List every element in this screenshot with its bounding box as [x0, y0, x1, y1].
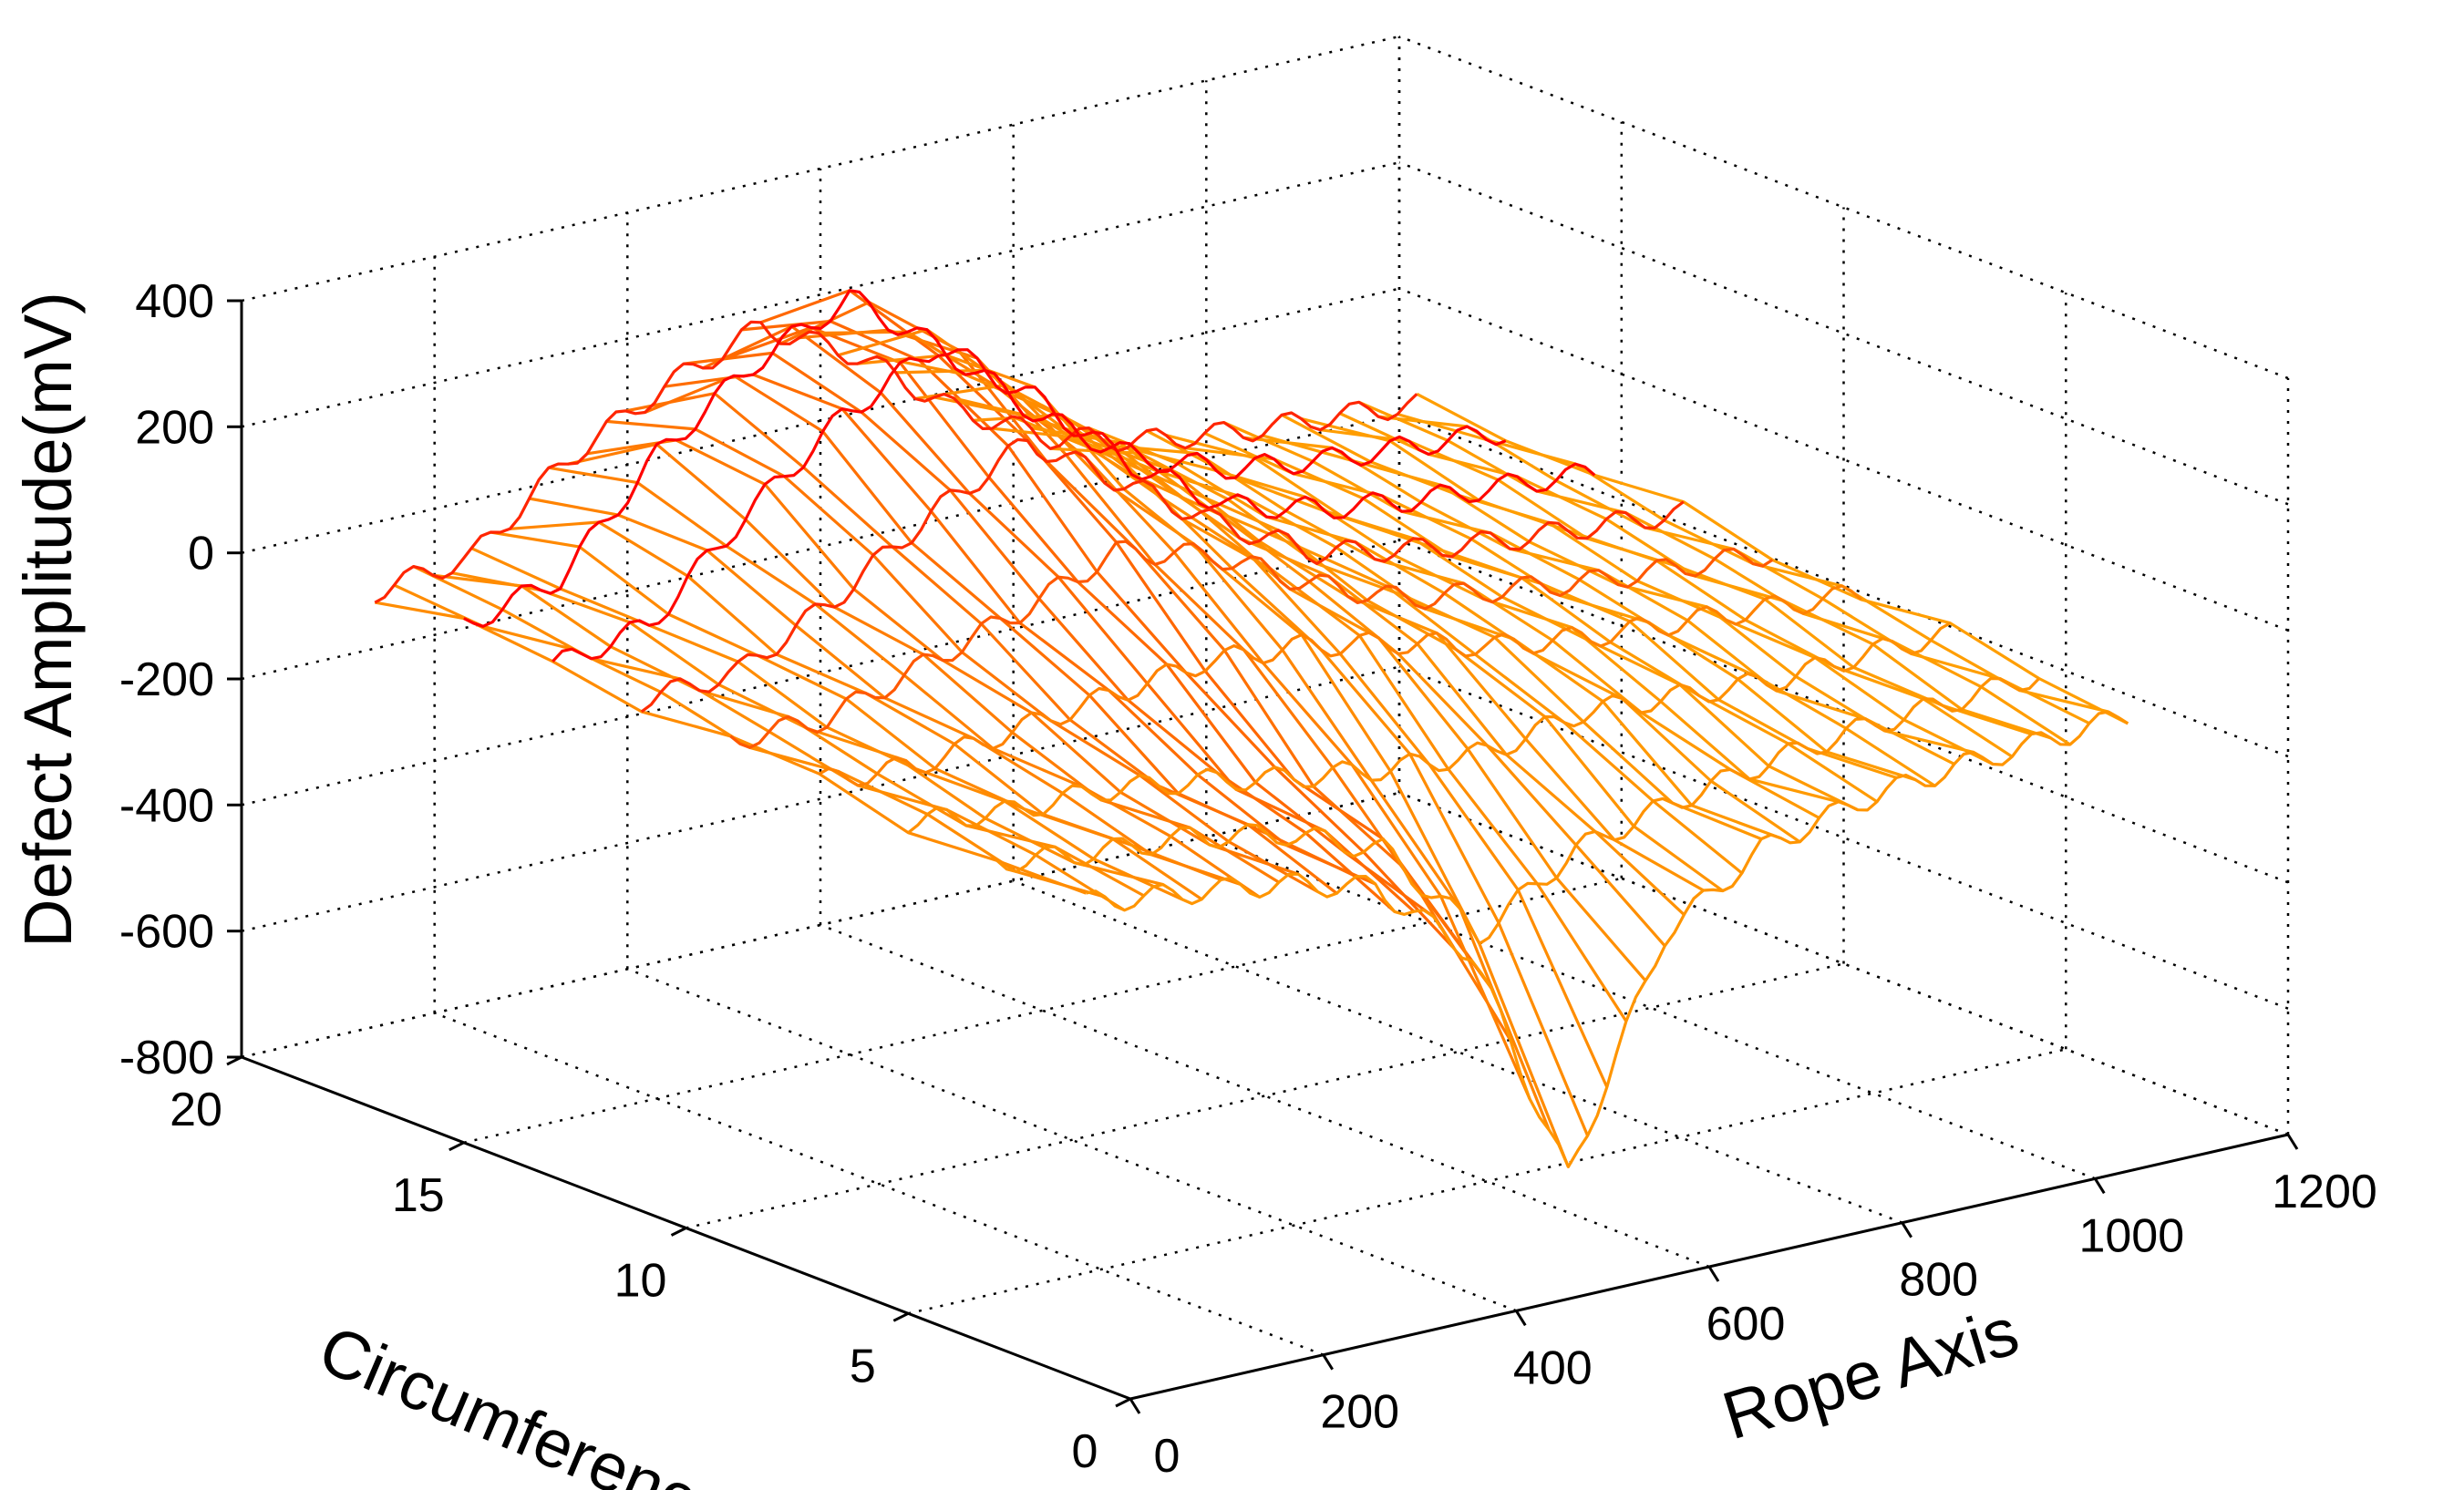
z-axis-label: Defect Amplitude(mV)	[10, 292, 86, 948]
z-tick-label: -600	[119, 906, 214, 959]
back-wall-grid-line	[241, 287, 1400, 554]
surface-cross-line	[1416, 392, 2129, 725]
y-tick-label: 0	[1072, 1425, 1098, 1478]
x-tick-mark	[1322, 1353, 1334, 1371]
floor-grid-line	[908, 1048, 2067, 1315]
surface-series-line	[1085, 710, 2129, 1169]
surface-series-line	[374, 320, 1418, 604]
z-tick-label: -800	[119, 1032, 214, 1084]
x-tick-mark	[1901, 1221, 1912, 1238]
back-wall-grid-line	[241, 791, 1400, 1059]
surface-cross-line	[490, 530, 1203, 901]
surface-cross-line	[1030, 426, 1743, 875]
surface-cross-line	[375, 601, 1087, 895]
floor-grid-line	[820, 923, 1710, 1269]
x-tick-mark	[2094, 1177, 2106, 1195]
x-tick-label: 200	[1320, 1386, 1399, 1439]
grid-lines	[240, 35, 2290, 1401]
side-wall-grid-line	[1398, 665, 2289, 1010]
surface-cross-line	[529, 497, 1242, 886]
z-tick-label: -400	[119, 779, 214, 832]
x-tick-label: 600	[1706, 1298, 1786, 1351]
surface-cross-line	[432, 573, 1145, 898]
x-tick-label: 1200	[2272, 1166, 2377, 1218]
tick-labels: 0 200 400 600 800 1000 1200 0 5 10 15 20 400 200 0 -200…	[119, 275, 2377, 1483]
back-wall-grid-line	[241, 35, 1400, 303]
surface-series-line	[819, 584, 1862, 787]
x-tick-mark	[1707, 1266, 1720, 1282]
x-tick-label: 800	[1899, 1254, 1978, 1307]
y-tick-mark	[670, 1227, 687, 1237]
back-wall-grid-line	[241, 161, 1400, 428]
surface-cross-line	[1222, 421, 1936, 787]
floor-grid-line	[1205, 836, 2096, 1180]
surface-series-line	[640, 437, 1685, 714]
surface-series-line	[907, 622, 1952, 834]
z-tick-label: 200	[135, 401, 214, 454]
x-tick-mark	[2286, 1134, 2299, 1150]
y-tick-mark	[892, 1311, 909, 1322]
y-tick-label: 20	[170, 1084, 222, 1136]
y-tick-label: 10	[614, 1255, 667, 1308]
back-wall-grid-line	[241, 539, 1400, 807]
z-tick-label: -200	[119, 653, 214, 706]
surface-series-line	[729, 539, 1774, 749]
z-tick-label: 0	[188, 528, 214, 581]
floor-grid-line	[686, 962, 1844, 1229]
x-tick-label: 0	[1154, 1430, 1180, 1483]
surface-cross-line	[644, 374, 1357, 879]
surface-mesh	[374, 289, 2129, 1169]
axes	[226, 299, 2299, 1414]
y-tick-label: 15	[392, 1169, 445, 1222]
x-tick-mark	[1129, 1398, 1141, 1414]
floor-grid-line	[463, 877, 1623, 1145]
y-tick-mark	[448, 1141, 465, 1152]
x-tick-mark	[1515, 1310, 1527, 1327]
y-axis-label: Circumference	[309, 1310, 742, 1490]
back-wall-grid-line	[241, 413, 1400, 681]
y-tick-mark	[1115, 1397, 1131, 1408]
x-tick-label: 1000	[2078, 1209, 2184, 1262]
y-tick-label: 5	[850, 1340, 876, 1392]
x-tick-label: 400	[1513, 1341, 1593, 1394]
z-tick-label: 400	[135, 275, 214, 328]
surface-series-line	[552, 348, 1596, 663]
back-wall-grid-line	[241, 665, 1400, 932]
surface-series-line	[995, 676, 2040, 946]
